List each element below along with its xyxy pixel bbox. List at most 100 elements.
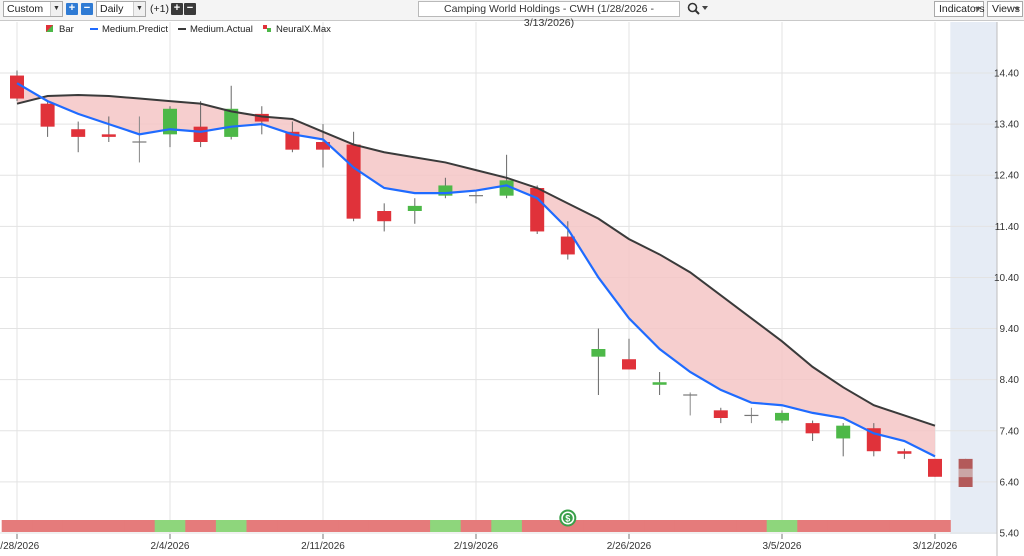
candle-body <box>346 144 361 219</box>
candle <box>897 448 912 459</box>
candle <box>499 154 514 199</box>
candle-body <box>805 423 820 434</box>
candle <box>836 423 851 457</box>
indicators-button[interactable]: Indicators <box>934 1 985 17</box>
candle <box>928 458 942 477</box>
neural-strip-cell <box>705 520 737 532</box>
candle <box>10 70 24 102</box>
step-remove-button[interactable]: − <box>184 3 196 15</box>
candle-body <box>713 410 728 418</box>
candle-body <box>499 180 514 196</box>
candle-body <box>591 349 606 357</box>
legend-item: Medium.Actual <box>178 24 253 35</box>
candle-body <box>560 236 575 255</box>
neural-strip-cell <box>338 520 370 532</box>
neural-strip-cell <box>521 520 553 532</box>
chevron-down-icon: ▼ <box>133 2 145 16</box>
candle-body <box>622 359 636 370</box>
neural-strip-cell <box>430 520 462 532</box>
x-tick-label: 2/4/2026 <box>151 541 190 552</box>
x-tick-label: 3/5/2026 <box>763 541 802 552</box>
neural-strip-cell <box>644 520 676 532</box>
y-axis: 5.40 6.40 7.40 8.40 9.40 10.40 11.40 12.40 13.40… <box>994 69 1019 540</box>
candle <box>469 190 483 204</box>
price-chart[interactable]: $ 5.40 6.40 7.40 8.40 9.40 10.40 11.40 12.40 13.… <box>0 20 1024 556</box>
offset-label: (+1) <box>150 3 169 15</box>
candle <box>958 458 973 487</box>
candle <box>132 116 147 163</box>
candle-body <box>10 75 24 99</box>
neural-strip-cell <box>766 520 798 532</box>
candle-body <box>193 126 208 142</box>
y-tick-label: 12.40 <box>994 171 1019 182</box>
neural-strip-cell <box>919 520 951 532</box>
x-tick-label: 1/28/2026 <box>0 541 40 552</box>
neural-strip-cell <box>368 520 400 532</box>
candle <box>285 121 300 153</box>
legend: Bar Medium.Predict Medium.Actual NeuralX.Ma… <box>46 24 331 35</box>
chevron-down-icon: ▼ <box>50 2 62 16</box>
interval-select[interactable]: Daily ▼ <box>96 1 146 17</box>
neural-strip-cell <box>674 520 706 532</box>
candle <box>254 106 269 135</box>
forecast-bar-band <box>958 468 973 478</box>
grid <box>0 22 998 556</box>
zoom-out-button[interactable]: − <box>81 3 93 15</box>
neural-strip-cell <box>399 520 431 532</box>
candle <box>683 392 698 416</box>
x-tick-label: 2/11/2026 <box>301 541 345 552</box>
y-tick-label: 7.40 <box>1000 426 1020 437</box>
candle-body <box>285 131 300 150</box>
step-add-button[interactable]: + <box>171 3 183 15</box>
legend-item: Bar <box>46 24 74 35</box>
neural-strip-cell <box>215 520 247 532</box>
dollar-marker-dot[interactable] <box>562 513 573 523</box>
neural-strip-cell <box>460 520 492 532</box>
candles <box>10 70 973 487</box>
candle <box>407 198 422 224</box>
candle-body <box>530 188 545 232</box>
search-icon[interactable] <box>686 1 702 17</box>
dollar-marker-label[interactable]: $ <box>565 514 570 524</box>
candle-body <box>71 129 86 137</box>
candle <box>744 407 759 424</box>
y-tick-label: 14.40 <box>994 69 1019 80</box>
legend-label: Bar <box>59 24 74 35</box>
toolbar: Custom ▼ + − Daily ▼ (+1) + − Camping Wo… <box>0 0 1024 29</box>
candle <box>377 203 392 232</box>
forecast-shade <box>950 22 997 534</box>
neural-strip-cell <box>277 520 309 532</box>
candle <box>101 116 116 142</box>
candle <box>71 121 86 153</box>
candle <box>438 177 453 199</box>
neural-strip-cell <box>889 520 921 532</box>
candle-body <box>836 425 851 439</box>
dollar-marker[interactable]: $ <box>559 509 577 527</box>
spread-band <box>17 83 935 457</box>
range-select[interactable]: Custom ▼ <box>3 1 63 17</box>
candle-body <box>163 108 177 135</box>
candle-body <box>316 142 330 150</box>
neural-strip-cell <box>613 520 645 532</box>
search-dropdown-icon[interactable] <box>702 6 708 10</box>
legend-item: Medium.Predict <box>90 24 168 35</box>
y-tick-label: 13.40 <box>994 120 1019 131</box>
candle <box>622 338 636 370</box>
candle-body <box>407 205 422 211</box>
candle-body <box>224 108 239 137</box>
neural-strip-cell <box>32 520 64 532</box>
legend-swatch-up <box>267 28 271 32</box>
x-tick-label: 2/26/2026 <box>607 541 652 552</box>
range-select-value: Custom <box>7 3 44 15</box>
legend-label: NeuralX.Max <box>276 24 331 35</box>
candle <box>652 372 667 395</box>
zoom-in-button[interactable]: + <box>66 3 78 15</box>
chart-title: Camping World Holdings - CWH (1/28/2026 … <box>418 1 680 29</box>
candle <box>224 85 239 140</box>
views-button[interactable]: Views <box>987 1 1023 17</box>
candle <box>713 407 728 424</box>
candle <box>163 106 177 148</box>
candle-body <box>377 211 392 222</box>
candle <box>775 410 789 424</box>
neural-strip-cell <box>62 520 94 532</box>
